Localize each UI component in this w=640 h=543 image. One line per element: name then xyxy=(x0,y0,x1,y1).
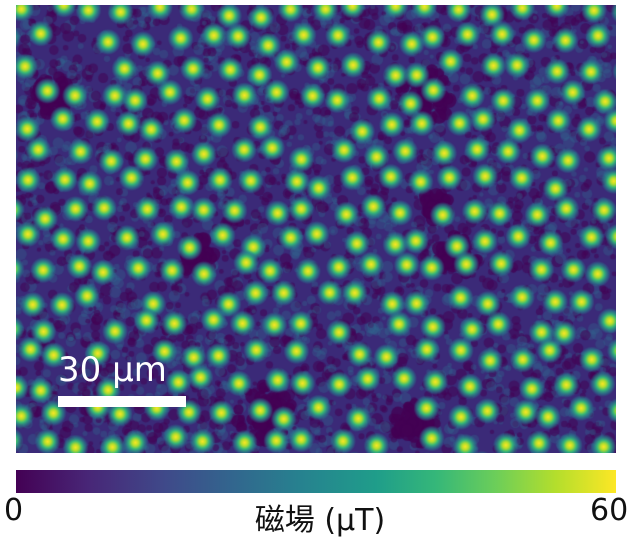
vortex-map-canvas xyxy=(16,5,616,453)
colorbar xyxy=(16,470,616,493)
colorbar-title: 磁場 (μT) xyxy=(254,503,386,538)
colorbar-min-label: 0 xyxy=(4,493,24,528)
scalebar xyxy=(58,396,186,407)
magnetic-field-image xyxy=(16,5,616,453)
scalebar-label: 30 μm xyxy=(58,350,167,390)
colorbar-max-label: 60 xyxy=(590,493,629,528)
